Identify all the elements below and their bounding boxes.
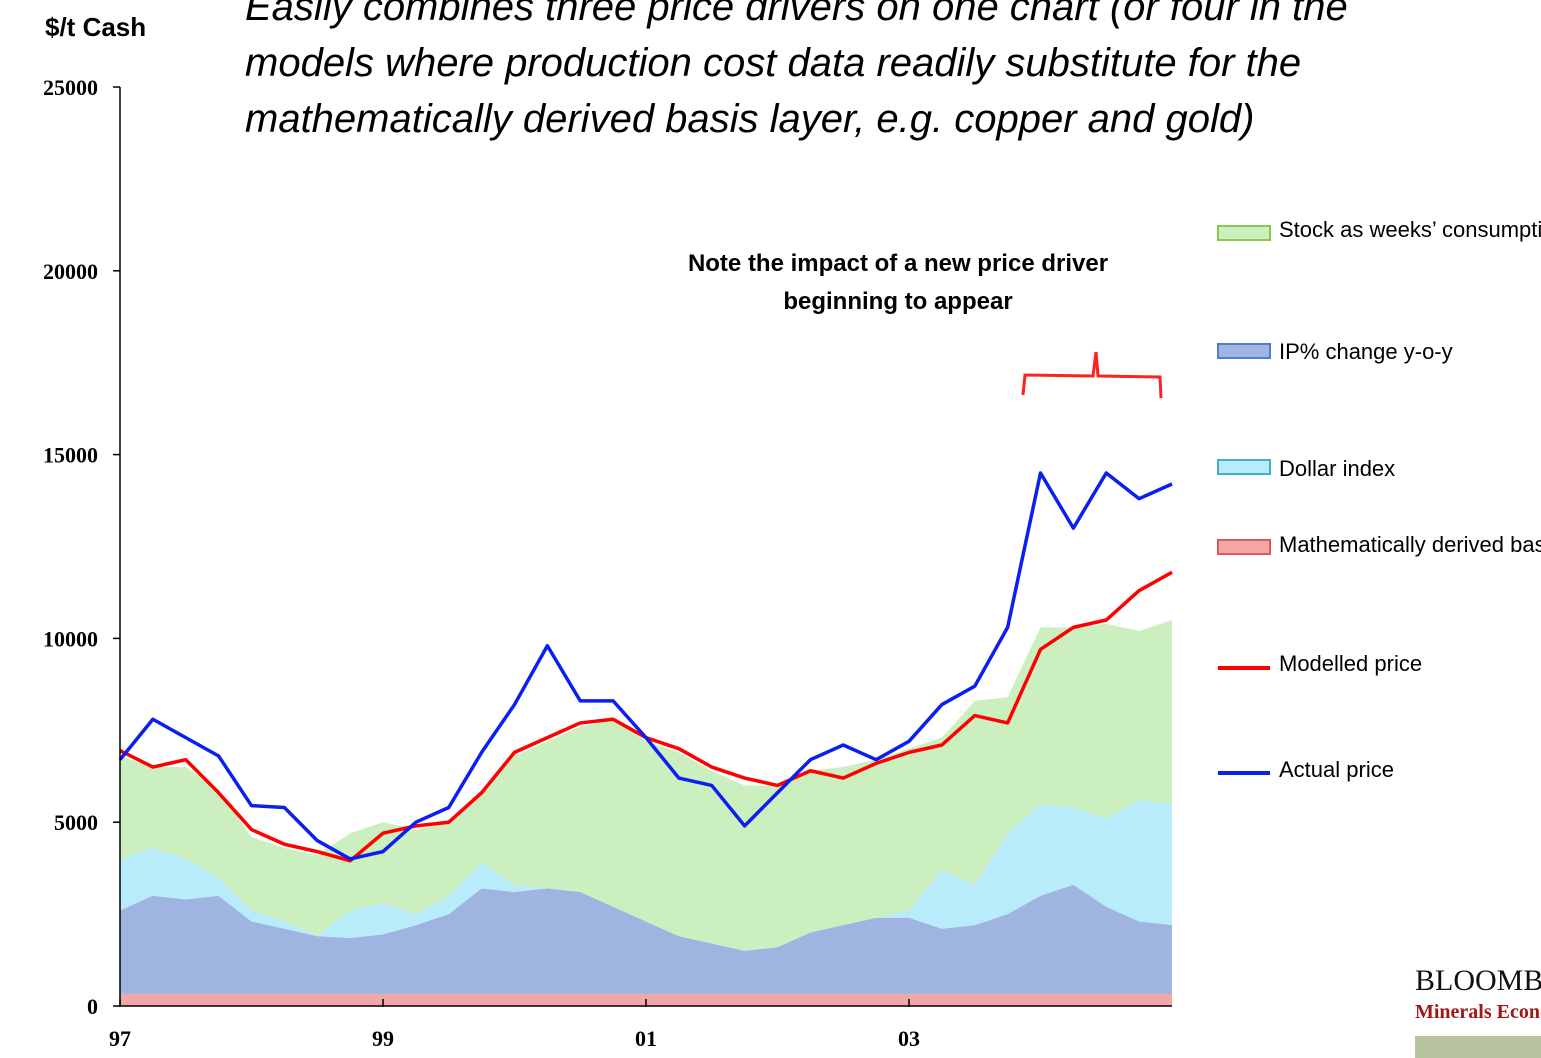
y-tick-label: 5000 [54,810,98,835]
y-tick-label: 0 [87,994,98,1019]
x-tick-label: 01 [635,1026,657,1051]
x-tick-label: 99 [372,1026,394,1051]
legend-label: IP% change y-o-y [1279,339,1453,364]
logo-name: BLOOMBERG [1415,964,1541,997]
legend-label: Dollar index [1279,456,1395,481]
x-tick-label: 03 [898,1026,920,1051]
legend-label: Mathematically derived basis layer [1279,532,1541,557]
legend-label: Modelled price [1279,651,1422,676]
plot-area: 0 5000 10000 15000 20000 25000 97 99 01 03 [43,75,1173,1051]
y-axis-label: $/t Cash [45,12,146,42]
title-line: models where production cost data readil… [245,41,1301,85]
logo-sub: Minerals Economics [1415,1001,1541,1023]
y-tick-label: 20000 [43,259,98,284]
title-line: Easily combines three price drivers on o… [245,0,1348,29]
legend-swatch [1217,343,1271,359]
x-tick-label: 97 [109,1026,131,1051]
legend: Stock as weeks’ consumption IP% change y… [1217,217,1541,782]
annotation: Note the impact of a new price driver be… [687,250,1109,315]
line [118,471,1173,861]
y-tick-label: 25000 [43,75,98,100]
y-tick-label: 15000 [43,443,98,468]
area [120,800,1172,951]
logo-image [1415,1036,1541,1058]
legend-swatch [1217,225,1271,241]
legend-swatch [1217,459,1271,475]
legend-label: Stock as weeks’ consumption [1279,217,1541,242]
area [120,620,1172,951]
area [120,884,1172,994]
legend-label: Actual price [1279,757,1394,782]
bracket [1021,351,1163,399]
y-tick-label: 10000 [43,626,98,651]
title-line: mathematically derived basis layer, e.g.… [245,97,1254,141]
legend-swatch [1217,539,1271,555]
